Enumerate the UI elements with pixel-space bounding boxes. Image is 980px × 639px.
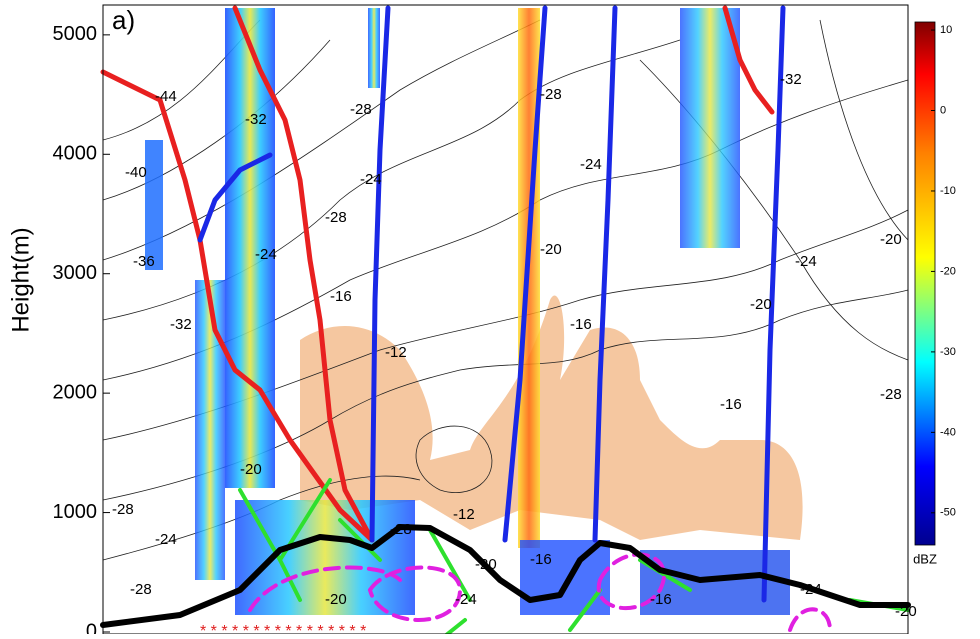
contour-label: -28 <box>350 101 372 118</box>
contour-label: -16 <box>720 396 742 413</box>
contour-label: -16 <box>330 288 352 305</box>
contour-label: -20 <box>540 241 562 258</box>
colorbar-tick-label: 0 <box>940 104 946 116</box>
y-tick-label: 5000 <box>53 23 98 45</box>
contour-label: -20 <box>240 461 262 478</box>
contour-label: -28 <box>130 581 152 598</box>
contour-label: -20 <box>895 603 917 620</box>
figure: * * * * * * * * * * * * * * * * a) Heigh… <box>0 0 980 634</box>
contour-label: -36 <box>133 253 155 270</box>
colorbar-tick-label: -50 <box>940 507 956 519</box>
contour-label: -16 <box>650 591 672 608</box>
y-tick-label: 1000 <box>53 501 98 523</box>
contour-label: -32 <box>245 111 267 128</box>
markers: * * * * * * * * * * * * * * * * <box>200 623 366 634</box>
y-tick-label: 0 <box>86 620 97 634</box>
contour-label: -24 <box>580 156 602 173</box>
colorbar-label: dBZ <box>913 551 937 566</box>
panel-label: a) <box>112 5 135 35</box>
colorbar-tick-label: -40 <box>940 426 956 438</box>
contour-label: -12 <box>385 344 407 361</box>
y-tick-label: 3000 <box>53 262 98 284</box>
colorbar-tick-label: -20 <box>940 265 956 277</box>
contour-label: -32 <box>170 316 192 333</box>
svg-text:* * * * * * * * * *: * * * * * * * * * * * * * * * * <box>200 623 366 634</box>
colorbar-tick-label: -10 <box>940 185 956 197</box>
contour-label: -16 <box>570 316 592 333</box>
y-tick-label: 2000 <box>53 381 98 403</box>
colorbar-tick-label: -30 <box>940 346 956 358</box>
contour-label: -28 <box>880 386 902 403</box>
colorbar <box>915 22 935 545</box>
contour-label: -20 <box>750 296 772 313</box>
colorbar-tick-label: 10 <box>940 24 952 36</box>
contour-label: -28 <box>112 501 134 518</box>
contour-label: -28 <box>540 86 562 103</box>
contour-label: -28 <box>325 209 347 226</box>
y-tick-label: 4000 <box>53 143 98 165</box>
contour-label: -24 <box>795 253 817 270</box>
contour-label: -20 <box>880 231 902 248</box>
contour-label: -12 <box>453 506 475 523</box>
contour-label: -24 <box>360 171 382 188</box>
contour-label: -24 <box>455 591 477 608</box>
contour-label: -32 <box>780 71 802 88</box>
plot-area: * * * * * * * * * * * * * * * * <box>103 5 908 634</box>
contour-label: -24 <box>255 246 277 263</box>
contour-label: -24 <box>155 531 177 548</box>
contour-label: -20 <box>475 556 497 573</box>
contour-label: -28 <box>390 521 412 538</box>
y-axis-label: Height(m) <box>7 227 34 332</box>
contour-label: -40 <box>125 164 147 181</box>
contour-label: -20 <box>325 591 347 608</box>
contour-label: -24 <box>800 581 822 598</box>
contour-label: -44 <box>155 88 177 105</box>
contour-label: -16 <box>530 551 552 568</box>
